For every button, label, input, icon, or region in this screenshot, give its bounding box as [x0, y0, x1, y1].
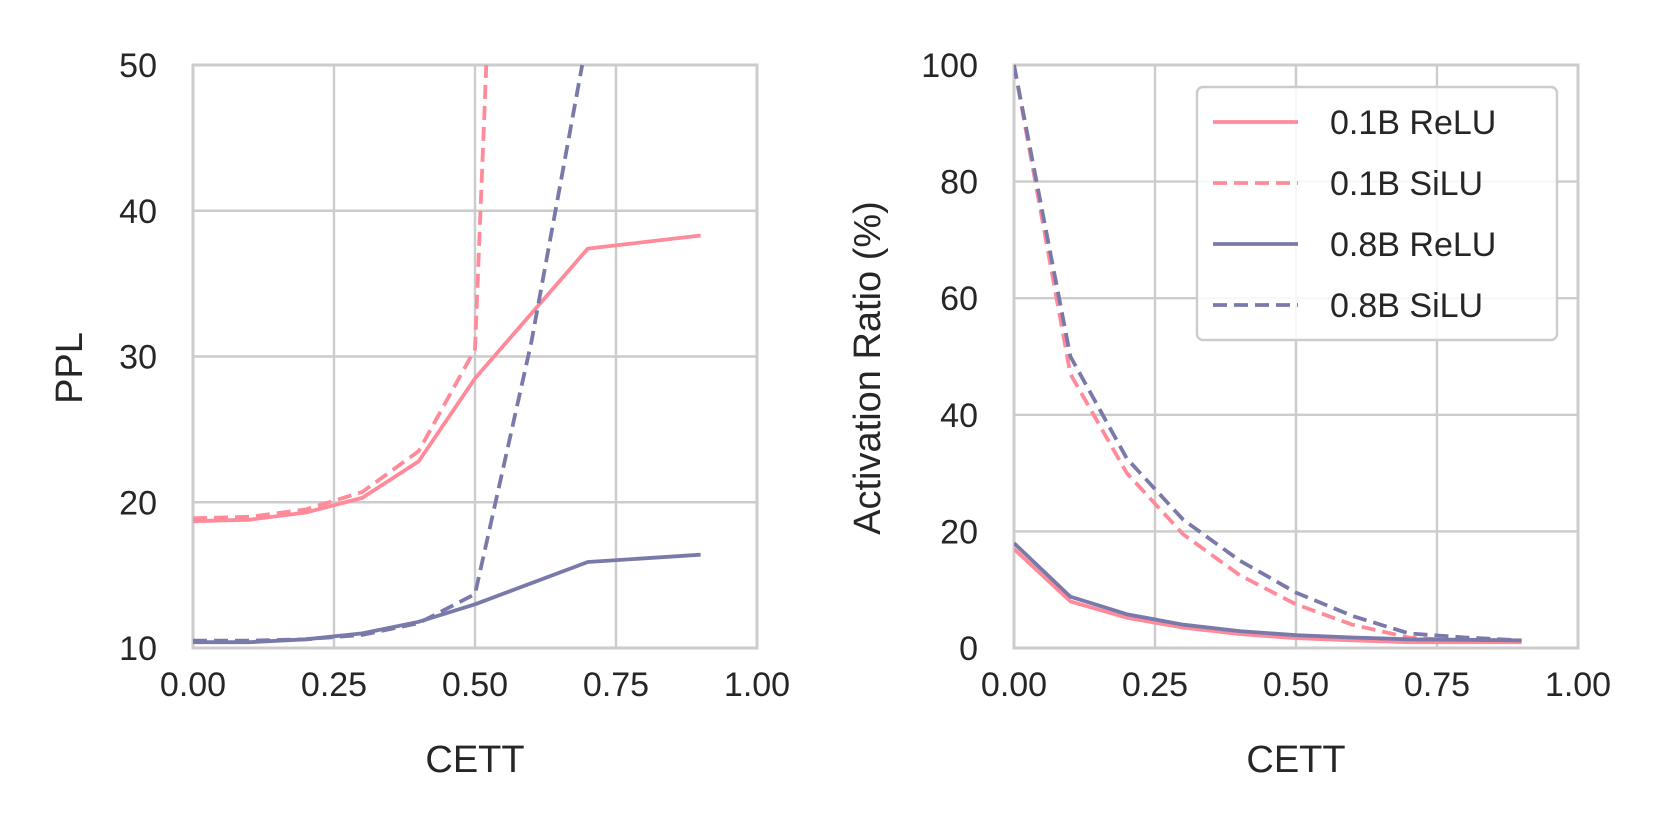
- series-line-0-1b-silu: [193, 64, 489, 521]
- x-tick-label: 0.00: [981, 666, 1047, 704]
- x-tick-label: 0.75: [583, 666, 649, 704]
- chart-1: 0.00 0.25 0.50 0.75 1.00 10 20 30 40 50 CETT PPL: [49, 47, 790, 781]
- y-tick-label: 60: [940, 280, 978, 318]
- chart-2: 0.00 0.25 0.50 0.75 1.00 0 20 40 60 80 100 CETT Acti…: [847, 47, 1611, 781]
- series-line-0-8b-silu: [1014, 64, 1522, 643]
- series-line-0-1b-relu: [1014, 547, 1522, 645]
- y-tick-label: 20: [940, 513, 978, 551]
- x-axis-label: CETT: [1246, 739, 1345, 781]
- x-tick-label: 1.00: [724, 666, 790, 704]
- legend-label: 0.1B ReLU: [1330, 104, 1496, 142]
- y-axis-label: Activation Ratio (%): [847, 201, 889, 535]
- y-tick-label: 0: [959, 630, 978, 668]
- legend-label: 0.1B SiLU: [1330, 165, 1483, 203]
- legend-frame: [1195, 85, 1559, 342]
- y-axis-label: PPL: [49, 332, 91, 404]
- series-group: [193, 64, 701, 645]
- y-tick-label: 10: [119, 630, 157, 668]
- x-tick-label: 0.00: [160, 666, 226, 704]
- x-tick-label: 0.25: [301, 666, 367, 704]
- y-tick-label: 40: [119, 193, 157, 231]
- x-tick-label: 0.75: [1404, 666, 1470, 704]
- legend-label: 0.8B SiLU: [1330, 287, 1483, 325]
- series-line-0-8b-relu: [1014, 541, 1522, 643]
- series-group: [1014, 64, 1522, 645]
- series-line-0-8b-relu: [193, 552, 701, 645]
- x-tick-label: 0.50: [1263, 666, 1329, 704]
- y-tick-label: 20: [119, 484, 157, 522]
- series-line-0-1b-relu: [193, 233, 701, 524]
- y-tick-label: 100: [921, 47, 978, 85]
- plot-frame: [1012, 63, 1580, 650]
- series-line-0-8b-silu: [193, 64, 585, 643]
- y-tick-label: 40: [940, 397, 978, 435]
- x-tick-label: 1.00: [1545, 666, 1611, 704]
- y-tick-label: 30: [119, 339, 157, 377]
- y-tick-label: 80: [940, 164, 978, 202]
- plot-frame: [191, 63, 759, 650]
- legend: 0.1B ReLU 0.1B SiLU 0.8B ReLU 0.8B SiLU: [1195, 85, 1559, 342]
- legend-label: 0.8B ReLU: [1330, 226, 1496, 264]
- x-tick-label: 0.25: [1122, 666, 1188, 704]
- x-axis-label: CETT: [425, 739, 524, 781]
- y-tick-label: 50: [119, 47, 157, 85]
- x-tick-label: 0.50: [442, 666, 508, 704]
